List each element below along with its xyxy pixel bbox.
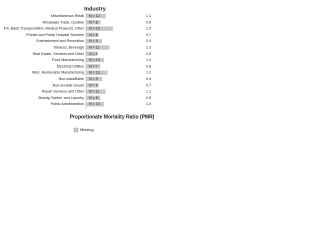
n-label: N = 12 xyxy=(89,14,100,18)
bar xyxy=(86,76,103,82)
n-label: N = 6 xyxy=(89,33,98,37)
x-axis-label: Proportionate Mortality Ratio (PMR) xyxy=(70,114,155,120)
bar xyxy=(86,32,99,38)
bar xyxy=(86,45,110,50)
n-label: N = 11 xyxy=(89,90,99,94)
value-label: 1.3 xyxy=(146,45,151,49)
category-label: Real Estate, Services and Other xyxy=(33,52,85,56)
value-label: 0.9 xyxy=(146,77,151,81)
value-label: 0.8 xyxy=(146,64,151,68)
value-label: 1.1 xyxy=(146,90,151,94)
n-label: N = 8 xyxy=(89,20,98,24)
n-label: N = 9 xyxy=(89,39,98,43)
n-label: N = 13 xyxy=(89,71,100,75)
bar xyxy=(86,64,101,69)
bar xyxy=(86,83,99,88)
page: {"chart_data": {"type": "bar", "orientat… xyxy=(0,0,162,135)
value-label: 1.0 xyxy=(146,58,151,62)
bar xyxy=(86,39,103,44)
bar xyxy=(86,51,97,56)
category-label: Entertainment and Recreation xyxy=(36,39,84,43)
category-label: Public Administration xyxy=(51,102,84,106)
n-label: N = 10 xyxy=(89,58,100,62)
value-label: 1.5 xyxy=(146,27,151,31)
category-label: Beauty, Barber, and Laundry xyxy=(39,96,85,100)
category-label: Fin. Basic Transportation; Medical Produ… xyxy=(4,27,85,31)
bar xyxy=(86,89,106,94)
value-label: 0.6 xyxy=(146,52,151,56)
n-label: N = 10 xyxy=(89,102,100,106)
category-label: Food Manufacturing xyxy=(52,58,84,62)
bar xyxy=(86,26,113,31)
value-label: 0.8 xyxy=(146,96,151,100)
value-label: 0.7 xyxy=(146,33,151,37)
value-label: 0.8 xyxy=(146,20,151,24)
category-label: Repair Services and Other xyxy=(42,90,85,94)
value-label: 1.1 xyxy=(146,14,151,18)
value-label: 0.9 xyxy=(146,39,151,43)
n-label: N = 11 xyxy=(89,45,99,49)
n-label: N = 5 xyxy=(89,52,98,56)
n-label: N = 8 xyxy=(89,96,98,100)
legend-label: Missing xyxy=(80,127,94,132)
n-label: N = 7 xyxy=(89,64,98,68)
category-label: Wholesale Trade, Durable xyxy=(42,20,84,24)
n-label: N = 9 xyxy=(89,77,98,81)
chart: Industry Proportionate Mortality Ratio (… xyxy=(4,6,155,133)
bar xyxy=(86,57,104,63)
category-label: Misc. Nondurable Manufacturing xyxy=(32,71,84,75)
bar xyxy=(86,70,108,75)
category-label: Tobacco, Beverage xyxy=(53,45,84,49)
bar xyxy=(86,102,104,107)
n-label: N = 15 xyxy=(89,27,100,31)
value-label: 1.0 xyxy=(146,102,151,106)
category-label: Electrical Utilities xyxy=(57,64,84,68)
category-label: Non-classifiable xyxy=(59,77,84,81)
category-label: Private and Public Hospital Services xyxy=(26,33,84,37)
category-label: Miscellaneous Retail xyxy=(51,14,84,18)
bar xyxy=(86,20,101,25)
value-label: 0.7 xyxy=(146,83,151,87)
category-label: Non-durable Goods xyxy=(53,83,85,87)
legend-swatch xyxy=(73,127,79,133)
bar xyxy=(86,13,106,19)
bar xyxy=(86,95,101,101)
value-label: 1.2 xyxy=(146,71,151,75)
chart-title: Industry xyxy=(84,6,107,12)
n-label: N = 6 xyxy=(89,83,98,87)
